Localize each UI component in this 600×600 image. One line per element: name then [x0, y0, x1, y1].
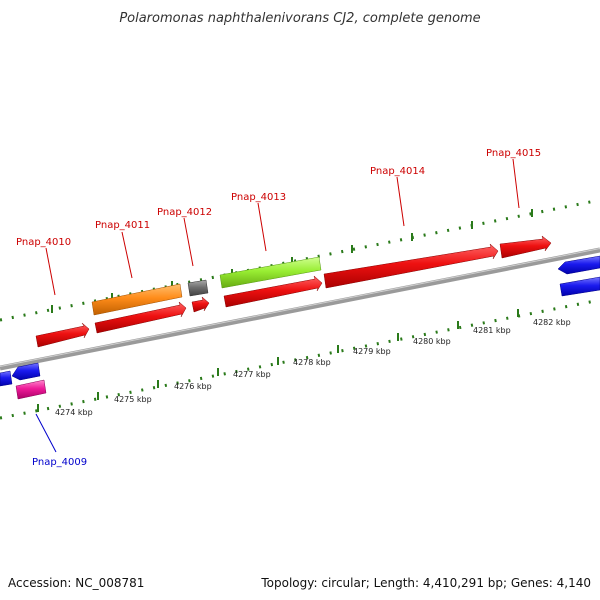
genome-summary-text: Topology: circular; Length: 4,410,291 bp…: [260, 576, 591, 590]
map-title: Polaromonas naphthalenivorans CJ2, compl…: [119, 11, 480, 26]
gene-reverse-arrow-right-a[interactable]: [557, 255, 600, 275]
label-pnap-4015: Pnap_4015: [486, 148, 541, 159]
label-leader-lines: [35, 158, 520, 453]
gene-forward-arrow-b[interactable]: [94, 301, 187, 334]
scale-label-4282: 4282 kbp: [533, 318, 571, 327]
gene-reverse-arrow-right-b[interactable]: [559, 276, 600, 297]
label-pnap-4012: Pnap_4012: [157, 207, 212, 218]
scale-labels: 4274 kbp 4275 kbp 4276 kbp 4277 kbp 4278…: [55, 318, 571, 417]
gene-reverse-arrow-left[interactable]: [11, 362, 41, 381]
gene-forward-arrow-c[interactable]: [191, 296, 210, 313]
gene-pnap-4010[interactable]: [35, 322, 90, 348]
label-pnap-4010: Pnap_4010: [16, 237, 71, 248]
label-pnap-4013: Pnap_4013: [231, 192, 286, 203]
scale-label-4279: 4279 kbp: [353, 347, 391, 356]
scale-label-4275: 4275 kbp: [114, 395, 152, 404]
genome-backbone-highlight: [0, 248, 600, 367]
gene-pnap-4015[interactable]: [499, 235, 552, 259]
gene-pnap-4013[interactable]: [219, 256, 322, 289]
gene-pnap-4011[interactable]: [91, 283, 183, 316]
accession-text: Accession: NC_008781: [8, 576, 144, 590]
gene-pnap-4014[interactable]: [323, 243, 499, 289]
forward-scale-ticks: [0, 198, 600, 322]
scale-label-4281: 4281 kbp: [473, 326, 511, 335]
label-pnap-4009: Pnap_4009: [32, 457, 87, 468]
scale-label-4277: 4277 kbp: [233, 370, 271, 379]
label-pnap-4014: Pnap_4014: [370, 166, 425, 177]
gene-forward-arrow-d[interactable]: [223, 275, 323, 308]
genome-backbone: [0, 247, 600, 371]
major-ticks: [37, 309, 519, 412]
scale-label-4276: 4276 kbp: [174, 382, 212, 391]
scale-label-4274: 4274 kbp: [55, 408, 93, 417]
label-pnap-4011: Pnap_4011: [95, 220, 150, 231]
scale-label-4280: 4280 kbp: [413, 337, 451, 346]
gene-pnap-4009[interactable]: [15, 379, 47, 400]
gene-pnap-4012-rna[interactable]: [187, 279, 209, 297]
gene-reverse-edge-left[interactable]: [0, 370, 13, 387]
scale-label-4278: 4278 kbp: [293, 358, 331, 367]
